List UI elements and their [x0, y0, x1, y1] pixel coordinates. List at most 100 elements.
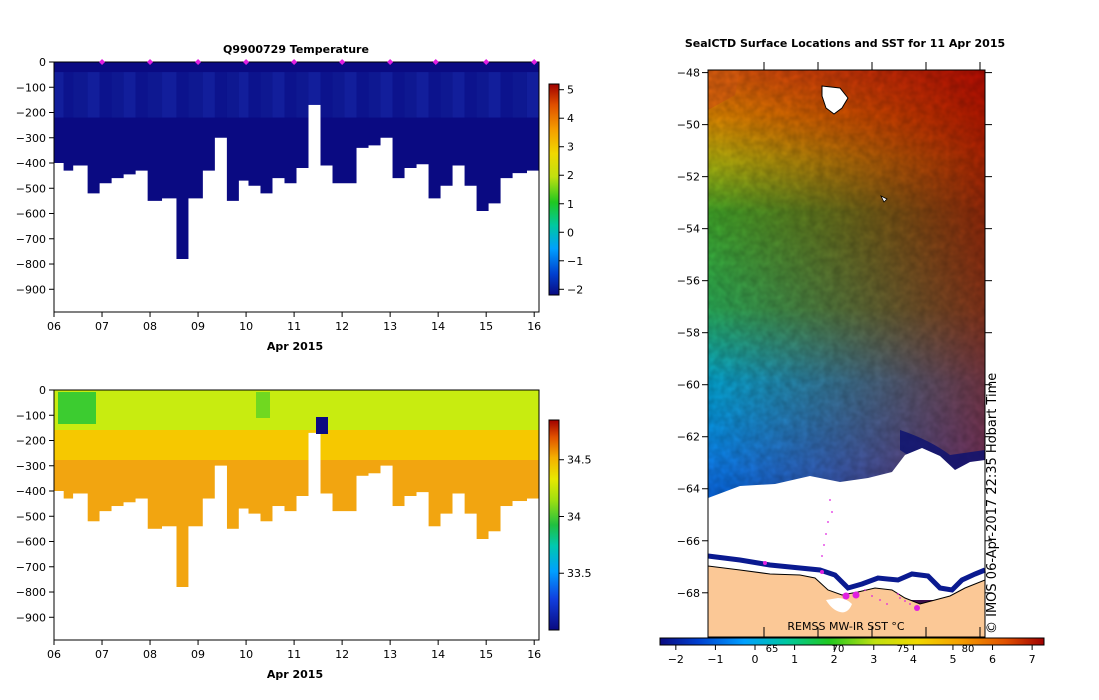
- imos-credit: © IMOS 06-Apr-2017 22:35 Hobart Time: [985, 373, 1000, 634]
- temperature-cell: [162, 72, 177, 118]
- colorbar-tick-label: 1: [567, 198, 574, 211]
- sst-map-top-ticks: [763, 62, 981, 70]
- seal-track-dot: [825, 533, 827, 535]
- y-tick-label: −700: [16, 233, 46, 246]
- temperature-cell: [226, 72, 239, 118]
- profile-marker: [432, 59, 439, 65]
- sst-map-panel: SealCTD Surface Locations and SST for 11…: [659, 37, 1045, 666]
- x-tick-label: 15: [479, 648, 493, 661]
- y-tick-label: −200: [16, 435, 46, 448]
- colorbar-tick-label: 3: [567, 141, 574, 154]
- sst-map-frame: [707, 69, 986, 638]
- map-y-tick-label: −68: [677, 587, 700, 600]
- x-tick-label: 07: [95, 320, 109, 333]
- sea-ice-no-data: [708, 448, 985, 600]
- seal-track-dots: [821, 499, 911, 605]
- temperature-panel: Q9900729 Temperature 0 −100 −200 −300 −400 −5…: [16, 43, 583, 353]
- y-tick-label: −900: [16, 611, 46, 624]
- sst-map-bottom-ticks: [763, 627, 981, 637]
- x-tick-label: 06: [47, 320, 61, 333]
- salinity-colorbar: [548, 419, 560, 631]
- temperature-cell: [248, 72, 261, 118]
- sst-faint-label: 70: [832, 644, 845, 655]
- temperature-cell: [188, 72, 203, 118]
- profile-marker: [531, 59, 538, 65]
- map-y-tick-label: −66: [677, 535, 700, 548]
- colorbar-tick-label: −1: [567, 255, 583, 268]
- sst-map-title: SealCTD Surface Locations and SST for 11…: [685, 37, 1005, 50]
- y-tick-label: −400: [16, 485, 46, 498]
- seal-track-dot: [897, 593, 899, 595]
- temperature-y-axis: 0 −100 −200 −300 −400 −500 −600 −700 −800 −900: [16, 56, 54, 296]
- y-tick-label: 0: [39, 384, 46, 397]
- temperature-title: Q9900729 Temperature: [223, 43, 369, 56]
- y-tick-label: −500: [16, 510, 46, 523]
- y-tick-label: −900: [16, 283, 46, 296]
- sst-faint-label: 65: [766, 644, 779, 655]
- temperature-cell: [284, 72, 297, 118]
- y-tick-label: −800: [16, 258, 46, 271]
- y-tick-label: −800: [16, 586, 46, 599]
- temperature-cell: [356, 72, 369, 118]
- sst-map-y-axis: −48 −50 −52 −54 −56 −58 −60 −62 −64 −66 −68: [677, 67, 992, 600]
- temperature-cell: [332, 72, 345, 118]
- y-tick-label: 0: [39, 56, 46, 69]
- map-y-tick-label: −62: [677, 431, 700, 444]
- y-tick-label: −200: [16, 107, 46, 120]
- x-tick-label: 11: [287, 320, 301, 333]
- x-tick-label: 15: [479, 320, 493, 333]
- x-tick-label: 16: [527, 320, 541, 333]
- x-tick-label: 14: [431, 320, 445, 333]
- sst-colorbar-tick-label: 6: [989, 653, 996, 666]
- y-tick-label: −600: [16, 208, 46, 221]
- salinity-y-axis: 0 −100 −200 −300 −400 −500 −600 −700 −800 −900: [16, 384, 54, 624]
- map-y-tick-label: −50: [677, 119, 700, 132]
- temperature-x-label: Apr 2015: [267, 340, 323, 353]
- seal-track-dot: [886, 603, 888, 605]
- x-tick-label: 13: [383, 648, 397, 661]
- map-y-tick-label: −60: [677, 379, 700, 392]
- sst-colorbar-tick-label: 4: [910, 653, 917, 666]
- seal-track-dot: [871, 595, 873, 597]
- heard-island: [880, 195, 888, 203]
- colorbar-tick-label: 34.5: [567, 454, 592, 467]
- x-tick-label: 12: [335, 648, 349, 661]
- temperature-cell: [344, 72, 357, 118]
- profile-marker: [243, 59, 250, 65]
- colorbar-tick-label: 0: [567, 226, 574, 239]
- temperature-cell: [272, 72, 285, 118]
- seal-track-dot: [827, 521, 829, 523]
- temperature-cell: [73, 72, 88, 118]
- temperature-cell: [476, 72, 489, 118]
- temperature-cell: [176, 72, 189, 118]
- sst-faint-label: 80: [962, 644, 975, 655]
- map-y-tick-label: −54: [677, 223, 700, 236]
- temperature-cell: [238, 72, 249, 118]
- sst-colorbar-tick-label: 7: [1029, 653, 1036, 666]
- colorbar-tick-label: 5: [567, 84, 574, 97]
- temperature-cell: [526, 72, 539, 118]
- temperature-cell: [260, 72, 273, 118]
- sst-colorbar-tick-label: 1: [791, 653, 798, 666]
- temperature-texture: [54, 72, 539, 118]
- salinity-fresh-patch-2: [256, 392, 270, 418]
- sst-colorbar-ticks: −2 −1 0 1 2 3 4 5 6 7 65 70 75 80: [668, 644, 1036, 666]
- colorbar-tick-label: 34: [567, 510, 581, 523]
- kerguelen-island: [821, 85, 849, 115]
- temperature-cell: [87, 72, 100, 118]
- antarctic-coastline-water: [707, 553, 986, 593]
- x-tick-label: 07: [95, 648, 109, 661]
- x-tick-label: 10: [239, 648, 253, 661]
- temperature-cell: [123, 72, 136, 118]
- x-tick-label: 08: [143, 648, 157, 661]
- temperature-cell: [464, 72, 477, 118]
- salinity-panel: 0 −100 −200 −300 −400 −500 −600 −700 −800 −900 06…: [16, 384, 592, 681]
- map-y-tick-label: −58: [677, 327, 700, 340]
- colorbar-tick-label: 2: [567, 169, 574, 182]
- y-tick-label: −700: [16, 561, 46, 574]
- profile-marker: [99, 59, 106, 65]
- seal-track-dot: [909, 603, 911, 605]
- seal-track-dot: [831, 511, 833, 513]
- x-tick-label: 16: [527, 648, 541, 661]
- profile-marker: [387, 59, 394, 65]
